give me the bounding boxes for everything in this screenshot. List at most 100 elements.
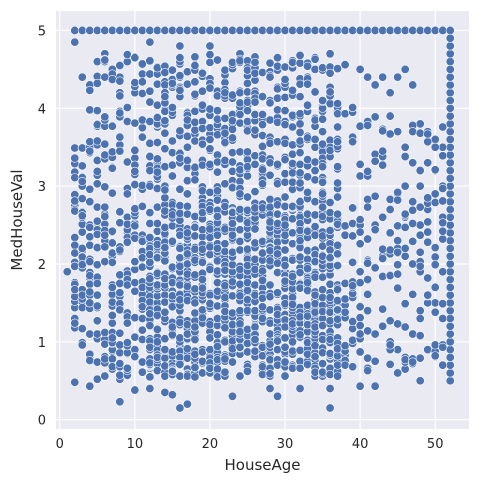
data-point	[242, 285, 252, 295]
data-point	[363, 202, 373, 212]
data-point	[175, 153, 185, 163]
data-point	[167, 136, 177, 146]
data-point	[160, 162, 170, 172]
data-point	[438, 360, 448, 370]
data-point	[303, 246, 313, 256]
data-point	[205, 320, 215, 330]
data-point	[152, 226, 162, 236]
data-point	[303, 133, 313, 143]
data-point	[130, 221, 140, 231]
data-point	[190, 136, 200, 146]
data-point	[415, 230, 425, 240]
data-point	[415, 119, 425, 129]
data-point	[205, 104, 215, 114]
data-point	[273, 93, 283, 103]
data-point	[385, 316, 395, 326]
data-point	[107, 188, 117, 198]
data-point	[130, 180, 140, 190]
data-point	[348, 257, 358, 267]
data-point	[190, 175, 200, 185]
data-point	[205, 250, 215, 260]
data-point	[100, 212, 110, 222]
data-point	[190, 322, 200, 332]
data-point	[175, 25, 185, 35]
data-point	[220, 65, 230, 75]
data-point	[250, 151, 260, 161]
data-point	[318, 114, 328, 124]
data-point	[130, 78, 140, 88]
data-point	[242, 347, 252, 357]
data-point	[190, 89, 200, 99]
data-point	[115, 218, 125, 228]
data-point	[205, 290, 215, 300]
data-point	[182, 25, 192, 35]
data-point	[288, 214, 298, 224]
data-point	[242, 87, 252, 97]
y-tick-label: 3	[38, 180, 46, 195]
data-point	[430, 189, 440, 199]
data-point	[423, 227, 433, 237]
data-point	[288, 149, 298, 159]
data-point	[85, 257, 95, 267]
data-point	[445, 352, 455, 362]
data-point	[303, 278, 313, 288]
data-point	[235, 245, 245, 255]
data-point	[115, 348, 125, 358]
data-point	[235, 371, 245, 381]
data-point	[400, 355, 410, 365]
data-point	[273, 288, 283, 298]
data-point	[415, 376, 425, 386]
data-point	[92, 106, 102, 116]
data-point	[393, 260, 403, 270]
data-point	[190, 231, 200, 241]
data-point	[333, 178, 343, 188]
data-point	[137, 357, 147, 367]
data-point	[408, 158, 418, 168]
data-point	[257, 275, 267, 285]
data-point	[130, 352, 140, 362]
data-point	[250, 254, 260, 264]
data-point	[167, 302, 177, 312]
data-point	[145, 166, 155, 176]
data-point	[250, 264, 260, 274]
data-point	[280, 25, 290, 35]
data-point	[303, 79, 313, 89]
data-point	[288, 228, 298, 238]
data-point	[385, 111, 395, 121]
data-point	[220, 247, 230, 257]
data-point	[130, 313, 140, 323]
data-point	[137, 334, 147, 344]
data-point	[145, 257, 155, 267]
data-point	[288, 255, 298, 265]
data-point	[212, 372, 222, 382]
data-point	[318, 162, 328, 172]
data-point	[167, 262, 177, 272]
data-point	[400, 243, 410, 253]
data-point	[182, 353, 192, 363]
data-point	[70, 240, 80, 250]
data-point	[235, 110, 245, 120]
data-point	[288, 299, 298, 309]
data-point	[92, 216, 102, 226]
data-point	[310, 257, 320, 267]
data-point	[318, 272, 328, 282]
data-point	[310, 272, 320, 282]
x-tick-label: 10	[127, 437, 144, 452]
data-point	[100, 339, 110, 349]
data-point	[288, 346, 298, 356]
data-point	[175, 317, 185, 327]
data-point	[273, 345, 283, 355]
data-point	[242, 295, 252, 305]
data-point	[415, 181, 425, 191]
data-point	[130, 385, 140, 395]
data-point	[438, 267, 448, 277]
data-point	[205, 144, 215, 154]
data-point	[190, 52, 200, 62]
data-point	[295, 312, 305, 322]
data-point	[145, 250, 155, 260]
data-point	[445, 337, 455, 347]
data-point	[107, 310, 117, 320]
x-tick-labels: 0 10 20 30 40 50	[56, 437, 444, 452]
data-point	[438, 342, 448, 352]
data-point	[137, 262, 147, 272]
